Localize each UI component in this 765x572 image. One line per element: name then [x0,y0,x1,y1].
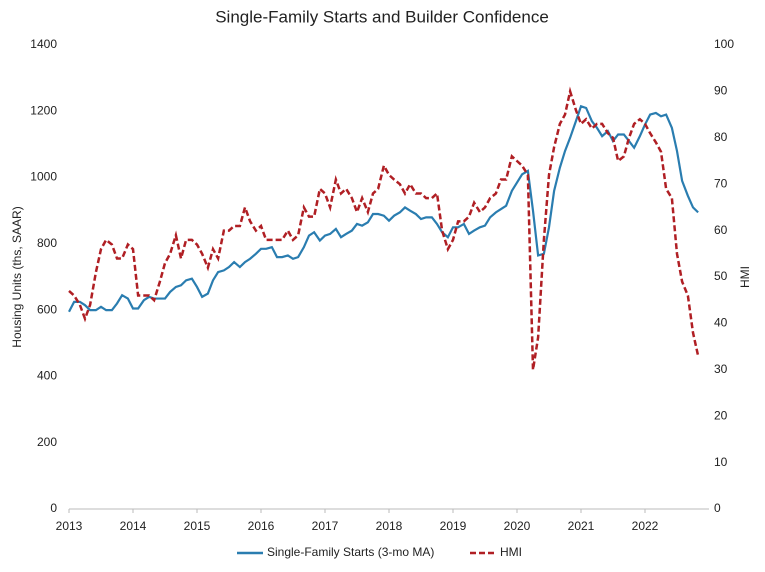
y-tick-label: 1200 [30,103,57,117]
y-tick-label: 600 [37,302,57,316]
y2-tick-label: 40 [714,316,728,330]
x-tick-label: 2013 [56,519,83,533]
y2-tick-label: 90 [714,84,728,98]
y2-tick-label: 100 [714,37,734,51]
series-line [68,104,699,313]
series-line [68,86,700,370]
x-tick-label: 2020 [504,519,531,533]
x-tick-label: 2022 [632,519,659,533]
y-tick-label: 1000 [30,170,57,184]
x-tick-label: 2021 [568,519,595,533]
y-tick-label: 1400 [30,37,57,51]
y-tick-label: 400 [37,369,57,383]
legend-label: HMI [500,545,522,559]
y-tick-label: 800 [37,236,57,250]
y2-tick-label: 30 [714,362,728,376]
y2-tick-label: 60 [714,223,728,237]
y2-axis-label: HMI [738,266,752,288]
y2-tick-label: 0 [714,501,721,515]
x-tick-label: 2016 [248,519,275,533]
y2-tick-label: 70 [714,176,728,190]
legend-label: Single-Family Starts (3-mo MA) [267,545,434,559]
x-tick-label: 2015 [184,519,211,533]
y2-tick-label: 20 [714,408,728,422]
chart-title: Single-Family Starts and Builder Confide… [215,7,549,26]
y-tick-label: 0 [50,501,57,515]
y-tick-label: 200 [37,435,57,449]
y2-tick-label: 50 [714,269,728,283]
y2-tick-label: 80 [714,130,728,144]
x-tick-label: 2014 [120,519,147,533]
x-tick-label: 2019 [440,519,467,533]
x-tick-label: 2017 [312,519,339,533]
y-axis-label: Housing Units (ths, SAAR) [10,206,24,347]
x-tick-label: 2018 [376,519,403,533]
y2-tick-label: 10 [714,455,728,469]
